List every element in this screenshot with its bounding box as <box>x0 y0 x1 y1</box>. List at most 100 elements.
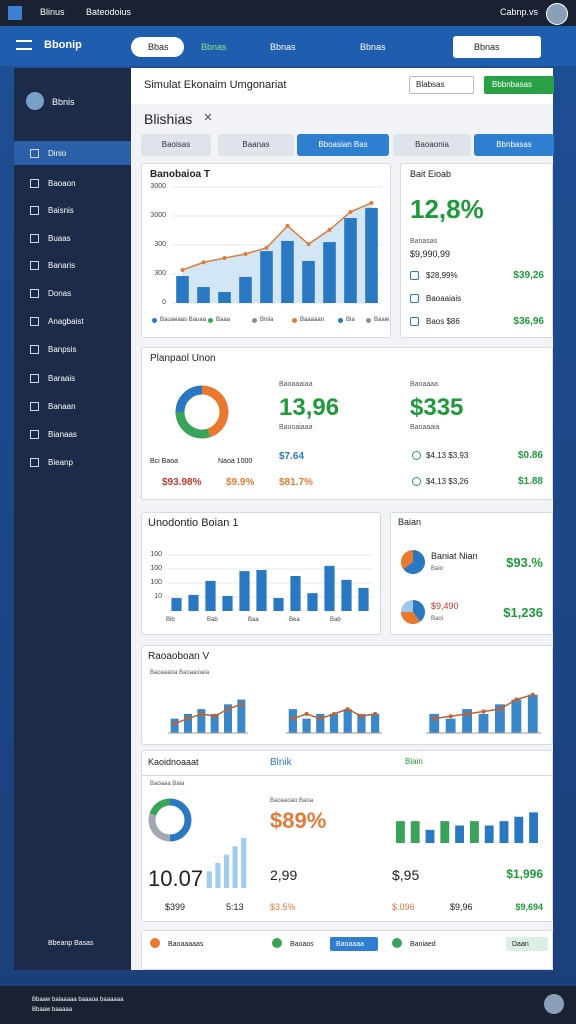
tab[interactable] <box>297 134 389 156</box>
sidebar-item[interactable]: Banaan <box>48 402 76 411</box>
tab[interactable] <box>141 134 211 156</box>
sidebar-icon <box>30 289 39 298</box>
sidebar-item[interactable]: Bianaas <box>48 430 77 439</box>
bar <box>484 825 494 843</box>
search[interactable] <box>453 36 541 58</box>
bar <box>469 821 479 843</box>
tab-label[interactable]: Baanas <box>242 140 270 149</box>
legend-label: Bniia <box>260 317 274 323</box>
nav-button[interactable] <box>131 37 184 57</box>
primary-button-label[interactable]: Bbbnbasas <box>492 80 533 89</box>
sidebar-icon <box>30 261 39 270</box>
bar <box>205 580 216 611</box>
footer-value: $9,694 <box>515 902 543 912</box>
bar <box>210 713 219 733</box>
nav-link[interactable]: Bbnas <box>360 42 386 52</box>
pie-slice <box>403 550 426 575</box>
section-title: Blishias <box>144 111 193 127</box>
menu[interactable]: Bateodoius <box>86 7 132 17</box>
panel-divider <box>141 775 553 776</box>
line-point <box>318 716 323 721</box>
quick-button[interactable] <box>330 937 378 951</box>
quick-icon <box>150 938 160 948</box>
pct-value: $89% <box>270 808 327 833</box>
panel-link[interactable]: Blnik <box>270 757 292 768</box>
sidebar-item[interactable]: Bieanp <box>48 458 73 467</box>
sidebar-active <box>14 141 131 165</box>
sidebar-item[interactable]: Baoaon <box>48 179 76 188</box>
quick-item[interactable]: Daan <box>512 941 529 948</box>
sidebar-icon <box>30 402 39 411</box>
amount-value: $1,996 <box>506 867 543 881</box>
quick-item[interactable]: Baoaos <box>290 941 314 948</box>
search-text[interactable]: Bbnas <box>474 42 500 52</box>
bar <box>197 709 206 733</box>
bar <box>218 291 231 303</box>
x-tick-label: Bab <box>330 617 341 623</box>
tab-label[interactable]: Baoaonia <box>415 140 449 149</box>
y-tick-label: 100 <box>150 551 162 558</box>
quick-item[interactable]: Baoaaaaas <box>168 941 204 948</box>
quick-pill[interactable] <box>506 937 548 951</box>
legend-label: Baaie <box>374 317 390 323</box>
nav-link[interactable]: Bbnas <box>201 42 227 52</box>
bar <box>237 699 246 733</box>
select[interactable] <box>409 76 474 94</box>
sidebar-icon <box>30 206 39 215</box>
bar <box>511 699 522 733</box>
bottom-bar <box>0 986 576 1024</box>
sidebar-item[interactable]: Buaas <box>48 234 71 243</box>
tab[interactable] <box>218 134 294 156</box>
sidebar-item[interactable]: Banpsis <box>48 345 77 354</box>
sidebar-item[interactable]: Baraais <box>48 374 76 383</box>
count-value: 2,99 <box>270 867 298 883</box>
bar <box>197 287 210 303</box>
bar <box>222 595 233 611</box>
stat-label: Baoaaaiaa <box>279 381 313 388</box>
line-point <box>369 200 374 205</box>
line-point <box>226 707 230 712</box>
select-label[interactable]: Blabsas <box>416 80 445 89</box>
hamburger[interactable] <box>16 40 32 50</box>
primary-button[interactable] <box>484 76 554 94</box>
tab-label[interactable]: Baoisas <box>161 140 191 149</box>
donut-segment <box>148 813 171 842</box>
sidebar-item[interactable]: Dinio <box>48 149 67 158</box>
sidebar-item[interactable]: Banaris <box>48 261 76 270</box>
quick-item[interactable]: Baniaed <box>410 941 436 948</box>
tab[interactable] <box>474 134 554 156</box>
bar <box>455 825 465 843</box>
tab-label[interactable]: Bbnbasas <box>496 140 532 149</box>
legend-label: Bia <box>346 317 355 323</box>
bar <box>215 863 221 888</box>
bar <box>206 871 212 888</box>
quick-item[interactable]: Baoaaaa <box>336 941 365 948</box>
sidebar-item[interactable]: Baisnis <box>48 206 74 215</box>
sidebar-footer: Bbeanp Basas <box>48 940 94 947</box>
tab-label[interactable]: Bboasian Bas <box>318 140 368 149</box>
footer-value: $9,96 <box>450 902 473 912</box>
line-point <box>327 227 332 232</box>
bar <box>307 593 318 611</box>
line-point <box>290 716 295 721</box>
brand: Bbonip <box>44 39 82 51</box>
y-tick-label: 3000 <box>150 212 166 219</box>
bar <box>499 821 509 843</box>
line-point <box>359 714 364 719</box>
sidebar-item[interactable]: Donas <box>48 289 72 298</box>
panel-title: Planpaol Unon <box>150 353 216 364</box>
bar <box>343 709 352 733</box>
sidebar-item[interactable]: Anagbaist <box>48 317 84 326</box>
nav-button-label[interactable]: Bbas <box>148 42 169 52</box>
stat-label: Baoaaaa <box>410 381 439 388</box>
donut-segment <box>169 798 192 842</box>
tab[interactable] <box>393 134 471 156</box>
panel-title: Raoaoboan V <box>148 651 210 662</box>
bar <box>323 242 336 303</box>
sidebar-icon <box>30 430 39 439</box>
nav-link[interactable]: Bbnas <box>270 42 296 52</box>
bar <box>184 713 192 733</box>
bar <box>324 565 335 611</box>
badge: $93.98% <box>162 477 202 488</box>
